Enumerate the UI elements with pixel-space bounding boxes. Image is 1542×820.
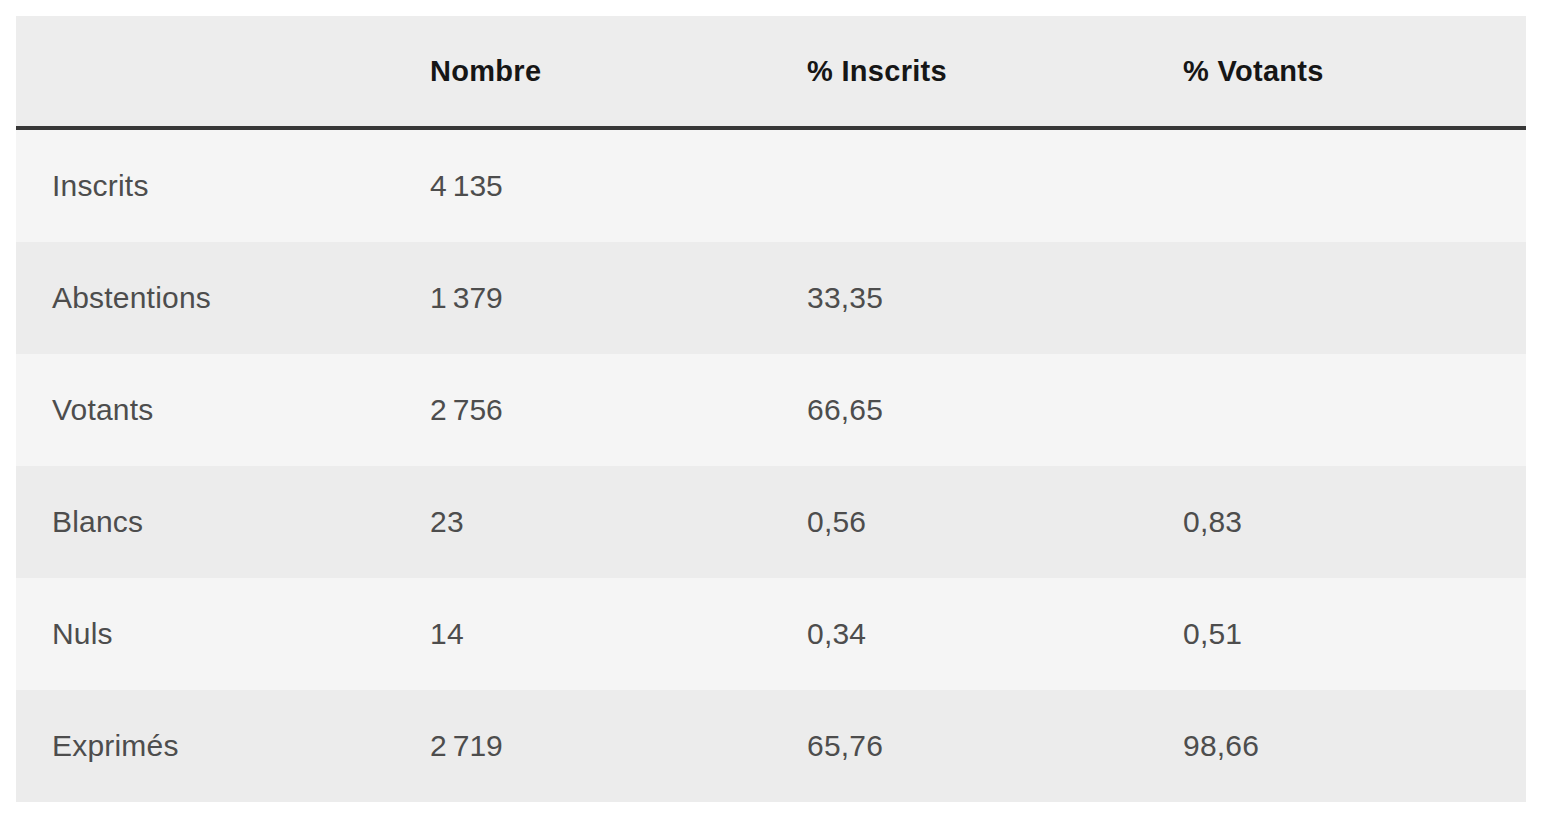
row-pct-inscrits — [771, 130, 1147, 242]
row-pct-votants — [1147, 242, 1526, 354]
row-label: Abstentions — [16, 242, 394, 354]
row-pct-votants — [1147, 130, 1526, 242]
table-body: Inscrits 4 135 Abstentions 1 379 33,35 V… — [16, 130, 1526, 802]
row-pct-inscrits: 33,35 — [771, 242, 1147, 354]
row-label: Exprimés — [16, 690, 394, 802]
header-cell-nombre: Nombre — [394, 16, 771, 126]
participation-results-page: Nombre % Inscrits % Votants Inscrits 4 1… — [0, 0, 1542, 820]
row-label: Inscrits — [16, 130, 394, 242]
row-nombre: 1 379 — [394, 242, 771, 354]
row-nombre: 2 719 — [394, 690, 771, 802]
row-pct-votants: 0,51 — [1147, 578, 1526, 690]
table-row: Nuls 14 0,34 0,51 — [16, 578, 1526, 690]
table-row: Exprimés 2 719 65,76 98,66 — [16, 690, 1526, 802]
row-pct-inscrits: 0,34 — [771, 578, 1147, 690]
row-pct-inscrits: 66,65 — [771, 354, 1147, 466]
row-nombre: 23 — [394, 466, 771, 578]
header-cell-empty — [16, 16, 394, 126]
row-pct-votants: 0,83 — [1147, 466, 1526, 578]
row-label: Nuls — [16, 578, 394, 690]
header-cell-pct-votants: % Votants — [1147, 16, 1526, 126]
row-pct-votants: 98,66 — [1147, 690, 1526, 802]
participation-table: Nombre % Inscrits % Votants Inscrits 4 1… — [16, 16, 1526, 802]
row-pct-inscrits: 65,76 — [771, 690, 1147, 802]
row-nombre: 4 135 — [394, 130, 771, 242]
table-row: Votants 2 756 66,65 — [16, 354, 1526, 466]
row-pct-votants — [1147, 354, 1526, 466]
row-nombre: 2 756 — [394, 354, 771, 466]
row-pct-inscrits: 0,56 — [771, 466, 1147, 578]
row-label: Blancs — [16, 466, 394, 578]
row-label: Votants — [16, 354, 394, 466]
table-header-row: Nombre % Inscrits % Votants — [16, 16, 1526, 130]
header-cell-pct-inscrits: % Inscrits — [771, 16, 1147, 126]
row-nombre: 14 — [394, 578, 771, 690]
table-row: Abstentions 1 379 33,35 — [16, 242, 1526, 354]
table-row: Blancs 23 0,56 0,83 — [16, 466, 1526, 578]
table-row: Inscrits 4 135 — [16, 130, 1526, 242]
